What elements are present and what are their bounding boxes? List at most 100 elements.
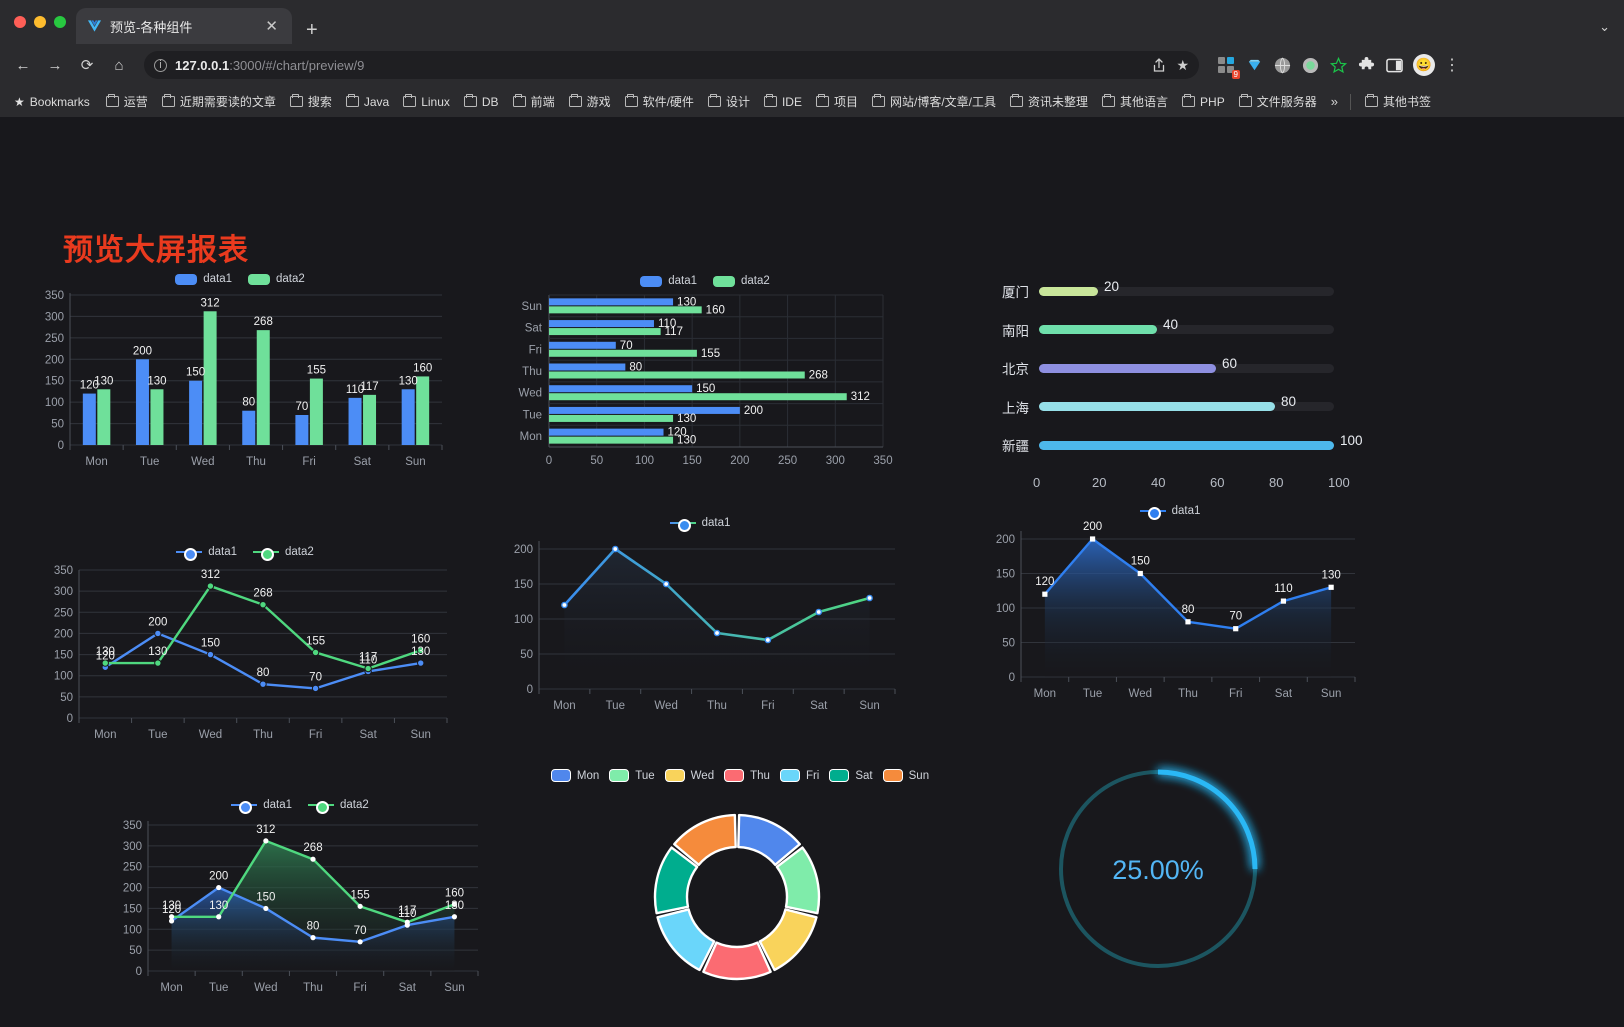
- data-point[interactable]: [154, 629, 162, 638]
- star-outline-icon[interactable]: [1329, 56, 1348, 75]
- bar[interactable]: [549, 436, 674, 444]
- window-controls[interactable]: [10, 0, 76, 44]
- profile-avatar[interactable]: 😀: [1413, 54, 1435, 76]
- legend-item-thu[interactable]: Thu: [724, 769, 770, 782]
- bar[interactable]: [549, 320, 654, 328]
- legend-area-single[interactable]: data1: [975, 505, 1365, 520]
- chart-line-two-series[interactable]: data1 data2 0 50 100 150 200 250 300 350 Mon Tue W…: [35, 542, 455, 757]
- legend-item-data1[interactable]: data1: [175, 273, 232, 285]
- data-point[interactable]: [611, 545, 619, 553]
- data-point[interactable]: [1042, 591, 1048, 597]
- bar[interactable]: [549, 363, 626, 371]
- globe-icon[interactable]: [1273, 56, 1292, 75]
- tab-list-chevron-down-icon[interactable]: ⌄: [1599, 19, 1610, 34]
- progress-row[interactable]: 上海 80: [985, 388, 1385, 427]
- close-window-button[interactable]: [14, 16, 26, 28]
- legend-item-sat[interactable]: Sat: [829, 769, 873, 782]
- chart-area-single[interactable]: data1 0 50 100 150 200 Mon Tue Wed Thu Fri Sat Sun 1…: [975, 505, 1365, 720]
- bookmark-star-icon[interactable]: ★: [1176, 56, 1189, 73]
- bar[interactable]: [549, 406, 740, 414]
- bookmark-folder[interactable]: DB: [458, 92, 505, 112]
- bar[interactable]: [203, 311, 217, 445]
- data-point[interactable]: [263, 838, 269, 844]
- legend-item-data1[interactable]: data1: [231, 799, 292, 814]
- data-point[interactable]: [1328, 584, 1334, 590]
- bar[interactable]: [348, 397, 362, 445]
- legend-item-sun[interactable]: Sun: [882, 769, 929, 782]
- bookmark-folder[interactable]: Java: [340, 92, 395, 112]
- bookmark-folder[interactable]: 资讯未整理: [1004, 90, 1094, 113]
- bookmark-folder[interactable]: 文件服务器: [1233, 90, 1323, 113]
- data-point[interactable]: [357, 903, 363, 909]
- bar[interactable]: [189, 380, 203, 445]
- data-point[interactable]: [713, 629, 721, 637]
- bookmark-folder[interactable]: IDE: [758, 92, 808, 112]
- bar[interactable]: [135, 359, 149, 445]
- legend-item-data2[interactable]: data2: [308, 799, 369, 814]
- legend-item-data1[interactable]: data1: [669, 517, 730, 532]
- data-point[interactable]: [101, 659, 109, 667]
- donut-slice[interactable]: [758, 908, 818, 972]
- data-point[interactable]: [662, 580, 670, 588]
- new-tab-button[interactable]: +: [306, 19, 318, 41]
- chart-bar-vertical[interactable]: data1 data2 0 50 100 150 200 250 300 350 Mon Tue…: [30, 267, 450, 487]
- bookmark-folder[interactable]: 前端: [507, 90, 561, 113]
- bar[interactable]: [256, 330, 270, 445]
- share-icon[interactable]: [1152, 57, 1166, 73]
- data-point[interactable]: [311, 684, 320, 693]
- data-point[interactable]: [310, 935, 316, 941]
- chart-area-two-series[interactable]: data1 data2 0 50 100 150 200 250 300 350 Mon Tue W…: [100, 795, 500, 1010]
- legend-item-mon[interactable]: Mon: [550, 769, 599, 782]
- bar[interactable]: [150, 389, 164, 445]
- legend-line-two-series[interactable]: data1 data2: [35, 546, 455, 561]
- bookmark-folder[interactable]: 其他语言: [1096, 90, 1174, 113]
- legend-item-data1[interactable]: data1: [176, 546, 237, 561]
- donut-slice[interactable]: [702, 941, 772, 981]
- bar[interactable]: [549, 371, 805, 379]
- bar[interactable]: [549, 298, 674, 306]
- circle-icon[interactable]: [1301, 56, 1320, 75]
- legend-item-data2[interactable]: data2: [253, 546, 314, 561]
- data-point[interactable]: [451, 914, 458, 920]
- data-point[interactable]: [357, 939, 363, 945]
- other-bookmarks-folder[interactable]: 其他书签: [1359, 90, 1437, 113]
- bookmarks-root[interactable]: ★ Bookmarks: [8, 92, 96, 112]
- puzzle-icon[interactable]: [1357, 56, 1376, 75]
- bookmark-folder[interactable]: 近期需要读的文章: [156, 90, 282, 113]
- data-point[interactable]: [310, 856, 316, 862]
- donut-slice[interactable]: [775, 846, 821, 915]
- chart-gauge[interactable]: 25.00%: [1050, 747, 1270, 997]
- data-point[interactable]: [764, 636, 772, 644]
- bar[interactable]: [549, 385, 693, 393]
- bar[interactable]: [549, 341, 616, 349]
- progress-row[interactable]: 南阳 40: [985, 311, 1385, 350]
- bookmark-folder[interactable]: 网站/博客/文章/工具: [866, 90, 1002, 113]
- bar[interactable]: [549, 306, 702, 314]
- data-point[interactable]: [168, 914, 175, 920]
- site-info-icon[interactable]: i: [154, 58, 167, 72]
- data-point[interactable]: [1137, 570, 1143, 577]
- legend-item-fri[interactable]: Fri: [779, 769, 819, 782]
- data-point[interactable]: [417, 646, 425, 655]
- chart-line-smooth[interactable]: data1 0 50 100 150 200 Mon Tue Wed Thu Fri Sat Sun: [495, 517, 905, 732]
- data-point[interactable]: [259, 680, 267, 688]
- legend-item-data2[interactable]: data2: [248, 273, 305, 285]
- donut-plot[interactable]: [545, 782, 935, 1002]
- legend-item-data1[interactable]: data1: [1139, 505, 1200, 520]
- back-button[interactable]: ←: [15, 56, 31, 74]
- data-point[interactable]: [206, 650, 215, 659]
- data-point[interactable]: [417, 659, 425, 667]
- bar[interactable]: [295, 415, 309, 445]
- legend-item-data1[interactable]: data1: [640, 275, 697, 287]
- bookmark-folder[interactable]: PHP: [1176, 92, 1231, 112]
- browser-menu-button[interactable]: ⋮: [1444, 57, 1460, 74]
- data-point[interactable]: [216, 884, 222, 891]
- data-point[interactable]: [1280, 598, 1287, 604]
- legend-item-wed[interactable]: Wed: [664, 769, 714, 782]
- bar[interactable]: [97, 389, 111, 445]
- bar[interactable]: [549, 393, 847, 401]
- bar[interactable]: [363, 394, 377, 445]
- home-button[interactable]: ⌂: [114, 56, 124, 74]
- data-point[interactable]: [154, 659, 162, 667]
- sidepanel-icon[interactable]: [1385, 56, 1404, 75]
